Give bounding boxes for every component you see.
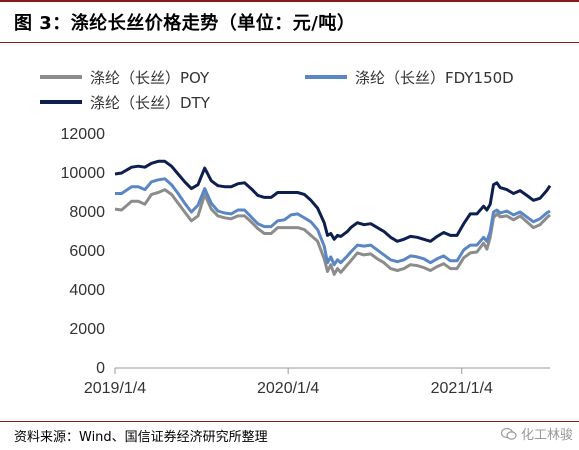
- x-tick-label: 2021/1/4: [431, 380, 493, 397]
- series-lines: [114, 159, 552, 276]
- wechat-icon: [500, 427, 517, 440]
- watermark-text: 化工林骏: [520, 428, 573, 443]
- series-line-1: [114, 188, 551, 276]
- y-tick-label: 8000: [69, 204, 105, 221]
- x-tick-label: 2020/1/4: [257, 380, 319, 397]
- series-line-2: [115, 177, 551, 267]
- legend-label-1: 涤纶（长丝）POY: [90, 69, 210, 87]
- top-rule: [0, 0, 579, 2]
- x-tick-label: 2019/1/4: [84, 380, 146, 397]
- y-tick-label: 12000: [61, 126, 106, 143]
- y-tick-label: 10000: [61, 165, 106, 182]
- y-tick-label: 6000: [69, 243, 105, 260]
- legend: 涤纶（长丝）POY 涤纶（长丝）FDY150D 涤纶（长丝）DTY: [40, 69, 514, 112]
- price-trend-chart: 涤纶（长丝）POY 涤纶（长丝）FDY150D 涤纶（长丝）DTY 0 2000 400…: [40, 69, 552, 397]
- legend-label-2: 涤纶（长丝）FDY150D: [355, 69, 514, 87]
- title-rule: [0, 42, 579, 43]
- y-tick-label: 2000: [69, 321, 105, 338]
- series-line-3: [114, 159, 552, 243]
- source-rule: [0, 421, 579, 422]
- y-tick-label: 4000: [69, 282, 105, 299]
- axes: 0 2000 4000 6000 8000 10000 12000 2019/1/4 2020/…: [61, 126, 550, 397]
- source-note: 资料来源：Wind、国信证券经济研究所整理: [14, 430, 268, 445]
- legend-label-3: 涤纶（长丝）DTY: [90, 94, 211, 112]
- y-tick-label: 0: [96, 360, 105, 377]
- watermark: 化工林骏: [500, 424, 573, 443]
- figure-title: 图 3：涤纶长丝价格走势（单位：元/吨）: [14, 13, 356, 34]
